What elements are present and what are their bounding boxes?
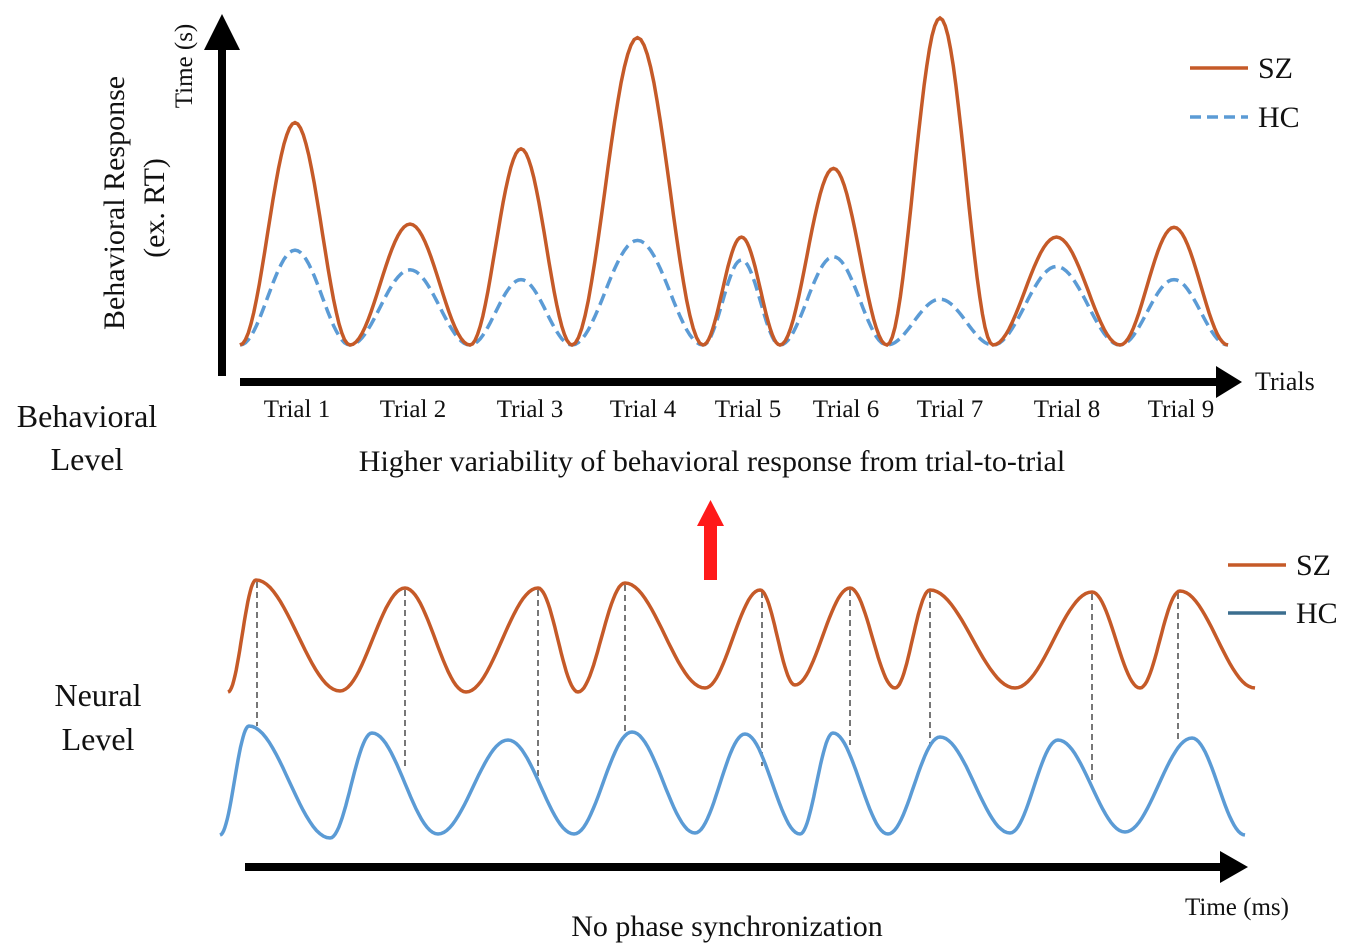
behavioral-level-label-line1: Behavioral <box>17 398 158 434</box>
behavioral-x-axis-arrowhead <box>1216 366 1242 398</box>
phase-guide-lines <box>256 582 1179 782</box>
neural-caption: No phase synchronization <box>571 910 883 943</box>
trial-label: Trial 9 <box>1148 396 1214 423</box>
hc-behavioral-curve <box>239 238 1229 347</box>
red-link-arrow <box>697 500 724 580</box>
behavioral-panel: Time (s) Behavioral Response (ex. RT) Tr… <box>17 14 1315 478</box>
sz-neural-wave <box>227 578 1256 694</box>
behavioral-level-label-line2: Level <box>51 441 124 477</box>
trial-label: Trial 2 <box>380 396 446 423</box>
behavioral-caption: Higher variability of behavioral respons… <box>359 445 1065 478</box>
neural-time-axis-arrowhead <box>1220 851 1248 883</box>
trial-label: Trial 1 <box>264 396 330 423</box>
trial-label: Trial 3 <box>497 396 563 423</box>
behavioral-legend: SZ HC <box>1190 52 1300 134</box>
neural-legend-hc-label: HC <box>1296 597 1338 630</box>
neural-x-axis-unit: Time (ms) <box>1185 894 1289 921</box>
trial-label: Trial 6 <box>813 396 879 423</box>
neural-panel: Time (ms) SZ HC Neural Level No phase sy… <box>54 549 1337 943</box>
x-axis-label-trials: Trials <box>1255 367 1315 396</box>
neural-legend-sz-label: SZ <box>1296 549 1331 582</box>
red-arrow-shaft <box>704 524 717 580</box>
y-axis-unit-label: Time (s) <box>171 24 198 109</box>
behavioral-y-axis-arrowhead <box>204 14 240 50</box>
trial-label: Trial 7 <box>917 396 983 423</box>
red-arrow-head <box>697 500 724 526</box>
trial-label: Trial 4 <box>610 396 677 423</box>
neural-level-label-line1: Neural <box>54 677 141 713</box>
y-axis-label-line2: (ex. RT) <box>138 158 171 258</box>
neural-legend: SZ HC <box>1228 549 1338 630</box>
sz-behavioral-curve <box>239 15 1229 347</box>
y-axis-label-line1: Behavioral Response <box>98 76 131 330</box>
legend-sz-label: SZ <box>1258 52 1293 85</box>
trial-label: Trial 5 <box>715 396 781 423</box>
legend-hc-label: HC <box>1258 101 1300 134</box>
trial-labels: Trial 1 Trial 2 Trial 3 Trial 4 Trial 5 Trial… <box>264 396 1214 423</box>
trial-label: Trial 8 <box>1034 396 1100 423</box>
hc-neural-wave <box>219 724 1246 840</box>
neural-level-label-line2: Level <box>62 721 135 757</box>
